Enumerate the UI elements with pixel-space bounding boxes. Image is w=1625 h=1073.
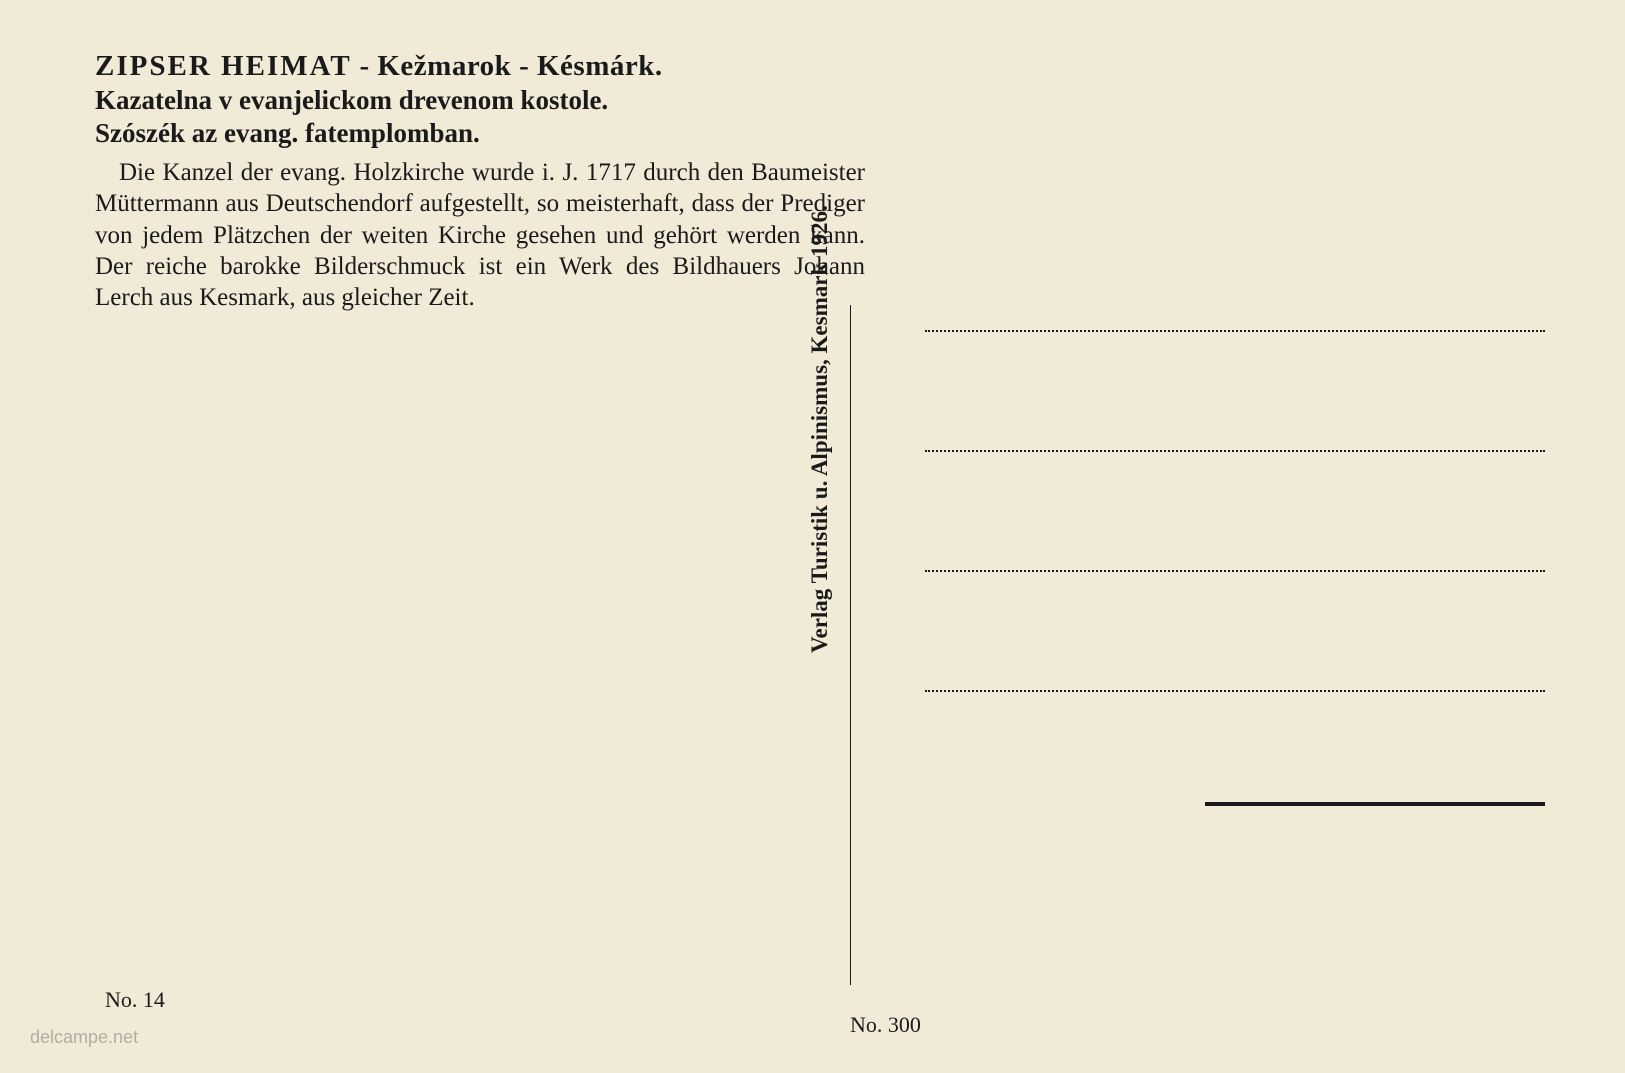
title-main: ZIPSER HEIMAT <box>95 50 352 82</box>
title-loc1: Kežmarok <box>377 50 511 82</box>
address-lines-area <box>925 330 1545 806</box>
publisher-text: Verlag Turistik u. Alpinismus, Kesmark 1… <box>807 205 833 653</box>
address-line-4 <box>925 690 1545 692</box>
title-sep1: - <box>352 50 378 82</box>
address-line-1 <box>925 330 1545 332</box>
subtitle-slovak: Kazatelna v evanjelickom drevenom kostol… <box>95 85 865 116</box>
title-line: ZIPSER HEIMAT - Kežmarok - Késmárk. <box>95 50 865 83</box>
card-number-left: No. 14 <box>105 987 165 1013</box>
header-block: ZIPSER HEIMAT - Kežmarok - Késmárk. Kaza… <box>95 50 865 313</box>
address-line-2 <box>925 450 1545 452</box>
address-line-3 <box>925 570 1545 572</box>
postcard-back: ZIPSER HEIMAT - Kežmarok - Késmárk. Kaza… <box>0 0 1625 1073</box>
vertical-divider <box>850 305 851 985</box>
card-number-right: No. 300 <box>850 1012 921 1038</box>
subtitle-hungarian: Szószék az evang. fatemplomban. <box>95 118 865 149</box>
title-loc2: Késmárk. <box>537 50 663 82</box>
title-sep2: - <box>511 50 537 82</box>
address-line-solid <box>1205 802 1545 806</box>
description-text: Die Kanzel der evang. Holzkirche wurde i… <box>95 157 865 313</box>
watermark-text: delcampe.net <box>30 1027 138 1048</box>
